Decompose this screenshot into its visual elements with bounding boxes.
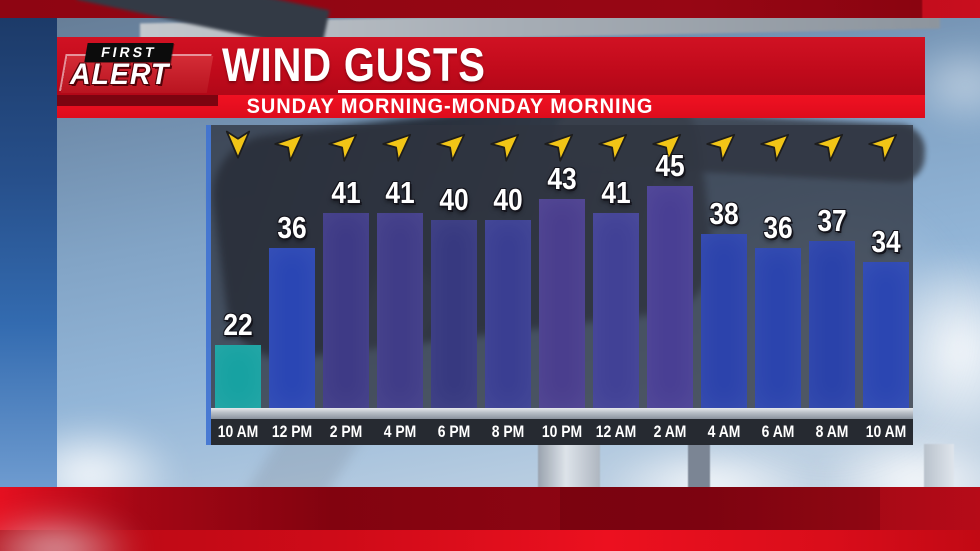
chart-column: 43 xyxy=(535,125,589,445)
axis-tick-label: 10 AM xyxy=(865,422,907,441)
wind-direction-arrow-icon xyxy=(271,123,313,165)
axis-tick-label: 2 PM xyxy=(329,422,363,441)
chart-column: 36 xyxy=(265,125,319,445)
bar-value-label: 40 xyxy=(439,182,469,217)
page-title: WIND GUSTS xyxy=(222,38,486,91)
bar-value-label: 41 xyxy=(331,175,361,210)
axis-tick-label: 2 AM xyxy=(653,422,687,441)
wind-direction-arrow-icon xyxy=(865,123,907,165)
axis-tick-label: 10 PM xyxy=(541,422,583,441)
bar-value-label: 22 xyxy=(223,307,253,342)
bar-value-label: 40 xyxy=(493,182,523,217)
axis-tick-label: 12 PM xyxy=(271,422,313,441)
wind-direction-arrow-icon xyxy=(325,123,367,165)
wind-direction-arrow-icon xyxy=(595,123,637,165)
wind-direction-arrow-icon xyxy=(487,123,529,165)
chart-column: 34 xyxy=(859,125,913,445)
bar xyxy=(215,345,261,408)
bar-value-label: 34 xyxy=(871,224,901,259)
bar xyxy=(485,220,531,408)
bar xyxy=(377,213,423,408)
bar xyxy=(863,262,909,408)
wind-direction-arrow-icon xyxy=(379,123,421,165)
chart-column: 40 xyxy=(481,125,535,445)
bar xyxy=(323,213,369,408)
footer-red-band xyxy=(0,487,980,530)
wind-direction-arrow-icon xyxy=(541,123,583,165)
wind-direction-arrow-icon xyxy=(649,123,691,165)
axis-tick-label: 4 PM xyxy=(383,422,417,441)
axis-tick-label: 8 AM xyxy=(815,422,849,441)
bar xyxy=(701,234,747,408)
title-underline xyxy=(338,90,560,93)
x-axis-strip: 10 AM 12 PM 2 PM 4 PM 6 PM 8 PM 10 PM 12 AM 2 AM… xyxy=(211,419,913,445)
footer-red-band-dark xyxy=(560,487,880,530)
bar-value-label: 38 xyxy=(709,196,739,231)
bar xyxy=(593,213,639,408)
bar-value-label: 36 xyxy=(763,210,793,245)
wind-direction-arrow-icon xyxy=(811,123,853,165)
chart-column: 41 xyxy=(589,125,643,445)
axis-tick-label: 6 AM xyxy=(761,422,795,441)
bar-value-label: 41 xyxy=(385,175,415,210)
bar xyxy=(755,248,801,408)
axis-tick-label: 6 PM xyxy=(437,422,471,441)
axis-tick-label: 12 AM xyxy=(595,422,637,441)
turbine-tower xyxy=(688,444,710,488)
bar xyxy=(539,199,585,408)
chart-baseline xyxy=(211,408,913,419)
bar-value-label: 43 xyxy=(547,161,577,196)
bar-value-label: 37 xyxy=(817,203,847,238)
panel-left-edge xyxy=(206,125,211,445)
axis-tick-label: 10 AM xyxy=(217,422,259,441)
bar-value-label: 36 xyxy=(277,210,307,245)
wind-direction-arrow-icon xyxy=(757,123,799,165)
chart-column: 22 xyxy=(211,125,265,445)
chart-column: 41 xyxy=(373,125,427,445)
turbine-tower xyxy=(924,444,954,488)
date-range-label: SUNDAY MORNING-MONDAY MORNING xyxy=(246,95,654,118)
bar xyxy=(269,248,315,408)
left-blue-band xyxy=(0,16,57,490)
chart-column: 37 xyxy=(805,125,859,445)
chart-column: 40 xyxy=(427,125,481,445)
turbine-tower xyxy=(538,444,600,488)
bar xyxy=(647,186,693,408)
chart-column: 36 xyxy=(751,125,805,445)
axis-tick-label: 4 AM xyxy=(707,422,741,441)
bar xyxy=(809,241,855,408)
bar-value-label: 41 xyxy=(601,175,631,210)
logo-shadow xyxy=(57,95,218,106)
chart-column: 45 xyxy=(643,125,697,445)
bar xyxy=(431,220,477,408)
chart-column: 41 xyxy=(319,125,373,445)
bar-value-label: 45 xyxy=(655,148,685,183)
wind-direction-arrow-icon xyxy=(703,123,745,165)
chart-panel: 22 36 41 41 40 40 43 41 45 38 36 37 34 xyxy=(211,125,913,445)
logo-alert-text: ALERT xyxy=(70,58,170,91)
footer-red-band-bright xyxy=(0,530,980,551)
wind-direction-arrow-icon xyxy=(223,129,253,159)
axis-tick-label: 8 PM xyxy=(491,422,525,441)
wind-direction-arrow-icon xyxy=(433,123,475,165)
sub-banner xyxy=(57,95,925,118)
chart-column: 38 xyxy=(697,125,751,445)
